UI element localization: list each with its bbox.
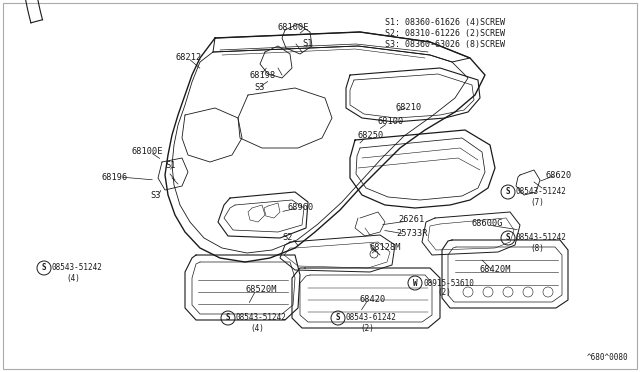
Text: S: S <box>42 263 46 273</box>
Text: 68212: 68212 <box>175 54 201 62</box>
Text: 68100E: 68100E <box>132 148 163 157</box>
Text: (4): (4) <box>250 324 264 333</box>
Text: S1: S1 <box>302 39 312 48</box>
Text: 68198: 68198 <box>250 71 276 80</box>
Text: 68600G: 68600G <box>472 219 504 228</box>
Text: S2: S2 <box>282 232 292 241</box>
Text: S: S <box>226 314 230 323</box>
Text: S3: S3 <box>150 192 161 201</box>
Text: 68100E: 68100E <box>278 23 310 32</box>
Text: 08543-51242: 08543-51242 <box>516 187 567 196</box>
Text: 68210: 68210 <box>396 103 422 112</box>
Text: S3: S3 <box>254 83 264 93</box>
Text: 68520M: 68520M <box>246 285 278 294</box>
Text: ^680^0080: ^680^0080 <box>586 353 628 362</box>
Text: S: S <box>506 187 510 196</box>
Text: 08543-51242: 08543-51242 <box>516 234 567 243</box>
Text: 68420: 68420 <box>360 295 387 304</box>
Text: 68620: 68620 <box>545 170 572 180</box>
Text: S2: 08310-61226 (2)SCREW: S2: 08310-61226 (2)SCREW <box>385 29 505 38</box>
Text: 08543-61242: 08543-61242 <box>346 314 397 323</box>
Text: 68960: 68960 <box>288 202 314 212</box>
Text: W: W <box>413 279 417 288</box>
Text: (2): (2) <box>360 324 374 333</box>
Text: (8): (8) <box>530 244 544 253</box>
Text: 25733R: 25733R <box>396 228 428 237</box>
Text: S1: 08360-61626 (4)SCREW: S1: 08360-61626 (4)SCREW <box>385 18 505 27</box>
Text: 68196: 68196 <box>102 173 128 182</box>
Text: 08543-51242: 08543-51242 <box>52 263 103 273</box>
Text: S: S <box>336 314 340 323</box>
Text: (4): (4) <box>66 273 80 282</box>
Text: 68128M: 68128M <box>370 244 401 253</box>
Text: 26261: 26261 <box>398 215 424 224</box>
Text: S3: 08360-63026 (8)SCREW: S3: 08360-63026 (8)SCREW <box>385 40 505 49</box>
Text: 68100: 68100 <box>378 118 404 126</box>
Text: 68250: 68250 <box>357 131 383 141</box>
Text: 08915-53610: 08915-53610 <box>423 279 474 288</box>
Text: 68420M: 68420M <box>480 266 511 275</box>
Text: S: S <box>506 234 510 243</box>
Text: 08543-51242: 08543-51242 <box>236 314 287 323</box>
Text: (7): (7) <box>530 198 544 206</box>
Text: (2): (2) <box>437 289 451 298</box>
Text: S1: S1 <box>165 160 175 170</box>
